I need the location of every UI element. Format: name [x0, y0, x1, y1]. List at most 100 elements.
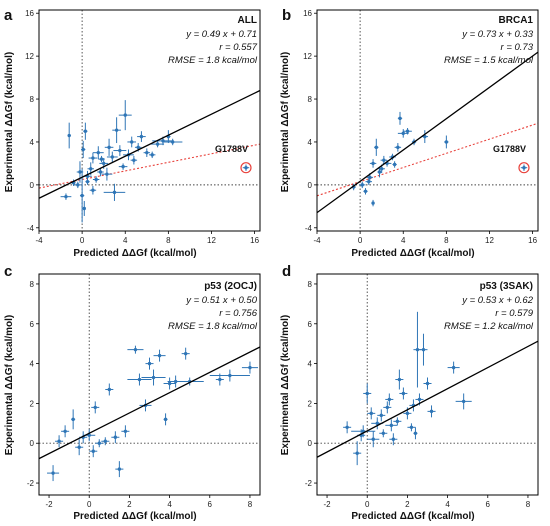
panel-label-d: d [282, 263, 291, 280]
outlier-label-g1788v: G1788V [215, 144, 248, 154]
x-tick-label: 16 [528, 236, 537, 245]
fit-equation: y = 0.53 x + 0.62 [461, 295, 533, 306]
y-tick-label: 0 [308, 439, 313, 448]
data-point [132, 158, 136, 162]
data-point [151, 375, 156, 380]
data-point [183, 351, 188, 356]
x-tick-label: 6 [208, 500, 213, 509]
outlier-label-g1788v: G1788V [493, 144, 526, 154]
fit-equation: y = 0.73 x + 0.33 [461, 29, 533, 40]
data-point [139, 134, 144, 139]
y-tick-label: 12 [303, 52, 312, 61]
fit-line [317, 51, 538, 214]
x-tick-label: -2 [323, 500, 331, 509]
correlation-value: r = 0.557 [219, 42, 257, 53]
data-point [392, 162, 397, 167]
y-axis-label: Experimental ΔΔGf (kcal/mol) [4, 315, 15, 456]
data-point [405, 129, 410, 133]
data-point [76, 183, 80, 187]
y-tick-label: 8 [308, 95, 313, 104]
data-point [51, 471, 55, 475]
rmse-value: RMSE = 1.8 kcal/mol [168, 321, 258, 332]
panel-a-all: -4 0 4 8 12 16 -4 0 4 8 12 16 a ALL y = 0.49 x + 0.… [4, 7, 261, 259]
data-point [147, 361, 152, 366]
data-point [89, 167, 93, 171]
x-tick-label: -4 [35, 236, 43, 245]
rmse-value: RMSE = 1.2 kcal/mol [444, 321, 534, 332]
data-point [80, 193, 84, 198]
data-point [155, 142, 160, 146]
data-point [157, 353, 162, 358]
data-point [113, 435, 118, 439]
data-point [461, 399, 466, 404]
data-point [167, 381, 172, 386]
x-tick-label: 4 [167, 500, 172, 509]
x-axis-label: Predicted ΔΔGf (kcal/mol) [73, 248, 196, 259]
data-point [397, 377, 402, 382]
data-point [218, 377, 222, 382]
y-axis-label: Experimental ΔΔGf (kcal/mol) [4, 52, 15, 193]
data-point [77, 445, 81, 449]
y-tick-label: 2 [308, 399, 313, 408]
data-point [369, 411, 373, 416]
rmse-value: RMSE = 1.8 kcal/mol [168, 55, 258, 66]
data-point [133, 347, 138, 352]
x-axis-label: Predicted ΔΔGf (kcal/mol) [73, 511, 196, 522]
data-point [91, 188, 95, 192]
data-point [387, 397, 392, 402]
panel-d-p53-3sak: -2 0 2 4 6 8 -2 0 2 4 6 8 d p53 (3SAK) y = 0.53 x +… [280, 263, 539, 522]
data-point [363, 189, 368, 194]
data-point [401, 391, 406, 396]
data-point [381, 431, 385, 435]
data-point [379, 167, 384, 171]
data-point [382, 158, 386, 162]
data-point [123, 429, 128, 433]
x-tick-label: 4 [445, 500, 450, 509]
y-axis-label: Experimental ΔΔGf (kcal/mol) [280, 52, 291, 193]
data-point [345, 425, 349, 430]
y-tick-label: 8 [30, 280, 35, 289]
data-point [409, 425, 414, 430]
x-axis-label: Predicted ΔΔGf (kcal/mol) [351, 248, 474, 259]
axes-frame [38, 9, 261, 232]
panel-label-c: c [4, 263, 12, 280]
fit-equation: y = 0.49 x + 0.71 [185, 29, 257, 40]
y-tick-label: 4 [308, 360, 313, 369]
correlation-value: r = 0.73 [501, 42, 534, 53]
data-point [82, 206, 86, 211]
data-point [107, 387, 112, 392]
data-point [118, 148, 122, 153]
data-point [421, 347, 426, 352]
data-point [375, 421, 379, 426]
data-point [377, 170, 382, 174]
correlation-value: r = 0.579 [495, 308, 533, 319]
x-tick-label: 0 [365, 500, 370, 509]
data-point [91, 449, 95, 453]
x-tick-label: 0 [87, 500, 92, 509]
data-point [444, 140, 449, 144]
plot-area: -2 0 2 4 6 8 -2 0 2 4 6 8 [27, 273, 261, 509]
x-tick-label: -4 [313, 236, 321, 245]
y-tick-label: -4 [305, 224, 313, 233]
data-point [163, 417, 168, 422]
data-point [136, 145, 140, 150]
axes-frame [316, 9, 539, 232]
data-point [150, 153, 154, 157]
plot-area: -4 0 4 8 12 16 -4 0 4 8 12 16 [303, 9, 539, 245]
x-tick-label: 8 [166, 236, 171, 245]
y-tick-label: -4 [27, 224, 35, 233]
panel-b-brca1: -4 0 4 8 12 16 -4 0 4 8 12 16 b BRCA1 y = 0.73 x + … [280, 7, 539, 259]
data-point [368, 175, 372, 180]
data-point [374, 145, 378, 150]
y-tick-label: -2 [305, 479, 313, 488]
data-point [413, 431, 418, 435]
y-tick-label: 6 [308, 320, 313, 329]
data-point [371, 161, 375, 166]
data-point [365, 391, 369, 396]
data-point [379, 413, 383, 418]
data-point [355, 451, 359, 455]
x-tick-label: 0 [358, 236, 363, 245]
data-point [67, 133, 71, 138]
fit-line [317, 340, 538, 458]
panel-label-b: b [282, 7, 291, 24]
